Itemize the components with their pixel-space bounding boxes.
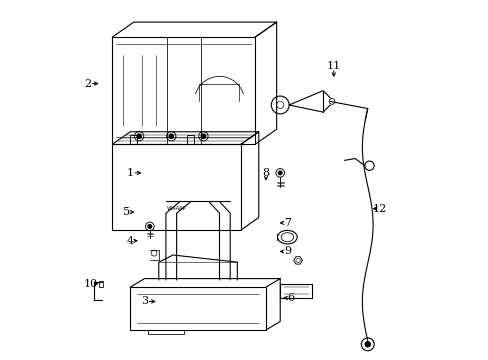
Text: 1: 1 bbox=[126, 168, 134, 178]
Text: 8: 8 bbox=[262, 168, 269, 178]
Text: 3: 3 bbox=[141, 296, 148, 306]
Text: 5: 5 bbox=[123, 207, 130, 217]
Circle shape bbox=[201, 134, 205, 138]
Text: VAAAAV: VAAAAV bbox=[166, 206, 186, 211]
Text: 4: 4 bbox=[126, 236, 134, 246]
Circle shape bbox=[137, 134, 141, 138]
Circle shape bbox=[169, 134, 173, 138]
Text: 10: 10 bbox=[83, 279, 98, 289]
Text: 6: 6 bbox=[287, 293, 294, 303]
Text: 7: 7 bbox=[284, 218, 290, 228]
Bar bbox=[99, 281, 103, 287]
Circle shape bbox=[365, 342, 369, 347]
Text: 9: 9 bbox=[283, 247, 290, 256]
Circle shape bbox=[148, 225, 151, 228]
Text: 11: 11 bbox=[326, 61, 340, 71]
Text: 12: 12 bbox=[372, 203, 386, 213]
Circle shape bbox=[278, 171, 282, 175]
Text: 2: 2 bbox=[83, 78, 91, 89]
